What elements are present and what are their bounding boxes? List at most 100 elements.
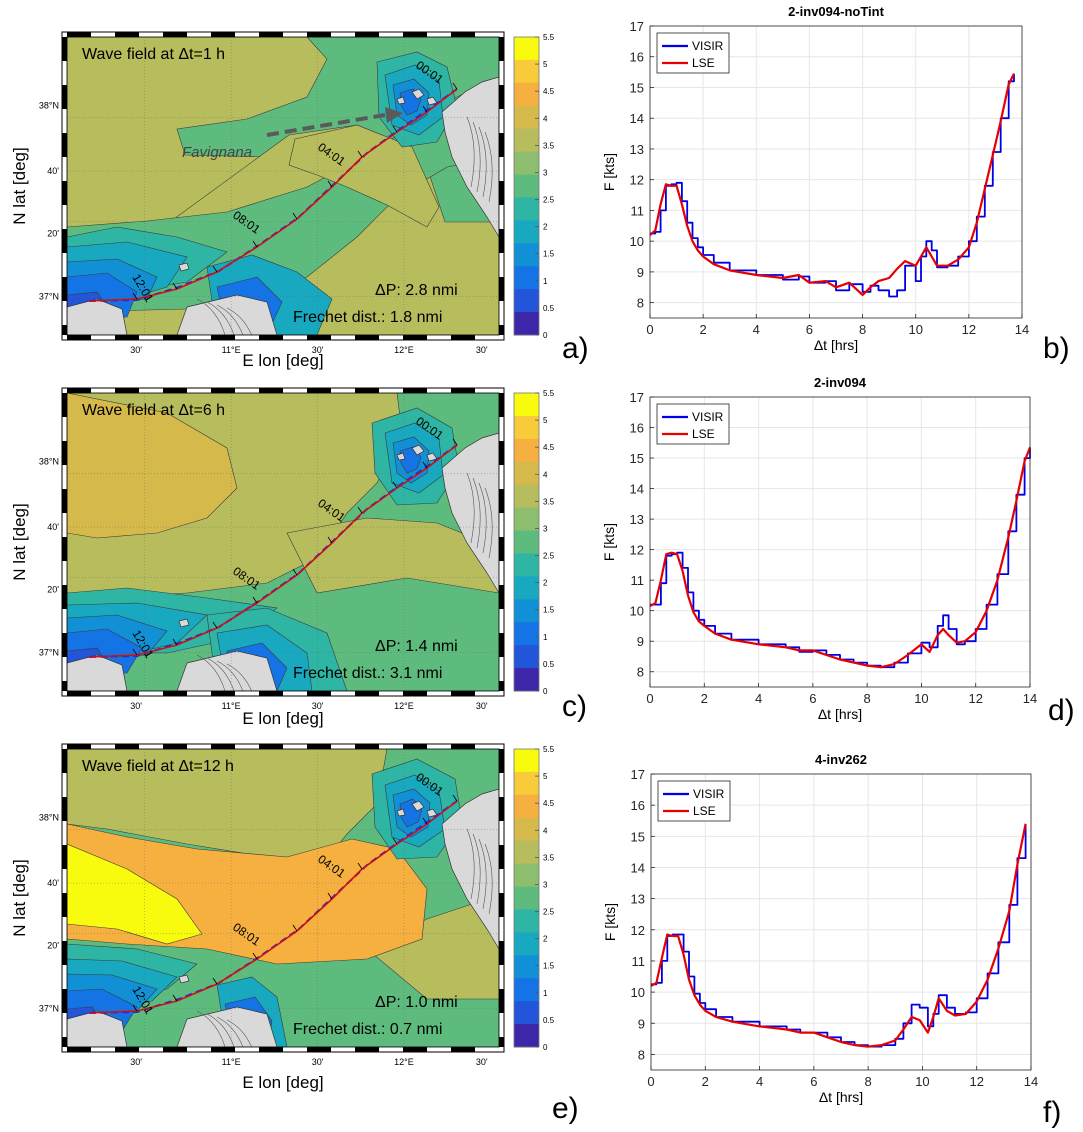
map-frame-segment <box>499 681 504 691</box>
map-frame-segment <box>499 277 504 301</box>
map-frame-segment <box>259 691 283 696</box>
map-xlabel: E lon [deg] <box>242 709 323 728</box>
legend: VISIR LSE <box>656 403 730 445</box>
map-frame-segment <box>307 744 331 749</box>
map-frame-segment <box>62 181 67 205</box>
x-tick-label: 12 <box>969 1074 983 1089</box>
map-frame-segment <box>115 32 139 37</box>
colorbar-swatch <box>514 37 539 61</box>
x-tick-label: 8 <box>865 1074 872 1089</box>
map-frame-segment <box>62 989 67 1013</box>
y-tick-label: 13 <box>631 892 645 907</box>
chart-title: 4-inv262 <box>815 752 867 767</box>
x-tick-label: 12 <box>962 322 976 337</box>
axes-frame <box>649 396 1031 688</box>
colorbar-swatch <box>514 128 539 153</box>
colorbar: 5.5 5 4.5 4 3.5 3 2.5 2 1.5 1 0.5 0 <box>513 745 555 1052</box>
land-relief-line <box>216 304 244 335</box>
x-tick-label: 10 <box>908 322 922 337</box>
map-frame-segment <box>67 32 91 37</box>
y-tick-label: 16 <box>631 798 645 813</box>
land-relief-line <box>216 1016 244 1047</box>
land-relief-line <box>196 298 226 335</box>
colorbar: 5.5 5 4.5 4 3.5 3 2.5 2 1.5 1 0.5 0 <box>513 389 555 696</box>
colorbar-tick-label: 0 <box>543 1043 548 1052</box>
map-ytick-label: 38°N <box>39 457 59 467</box>
map-xtick-label: 30' <box>476 1057 488 1067</box>
map-frame-segment <box>62 277 67 301</box>
map-frame-segment <box>67 744 91 749</box>
route-tick <box>422 461 428 469</box>
x-tick-label: 14 <box>1015 322 1029 337</box>
land-mass <box>411 88 425 100</box>
series-line-visir <box>650 73 1015 298</box>
panel-letter: d) <box>1048 694 1075 727</box>
series-line-lse <box>650 823 1027 1048</box>
map-frame-segment <box>259 32 283 37</box>
land-relief-line <box>478 838 487 910</box>
map-frame-segment <box>62 845 67 869</box>
map-frame-segment <box>499 941 504 965</box>
x-tick-label: 10 <box>914 691 928 706</box>
map-frame-segment <box>211 1047 235 1052</box>
y-tick-label: 11 <box>631 203 645 218</box>
colorbar-swatch <box>514 863 539 888</box>
map-xtick-label: 30' <box>312 701 324 711</box>
colorbar-swatch <box>514 622 539 646</box>
land-mass <box>396 96 406 105</box>
colorbar-tick-label: 4.5 <box>543 799 555 808</box>
y-tick-label: 10 <box>630 234 644 249</box>
axes-frame <box>650 773 1032 1071</box>
chart-title: 2-inv094-noTint <box>788 4 885 19</box>
colorbar-swatch <box>514 530 539 554</box>
map-frame-segment <box>355 744 379 749</box>
colorbar-tick-label: 4.5 <box>543 87 555 96</box>
frechet-label: Frechet dist.: 3.1 nmi <box>293 665 442 682</box>
map-frame-segment <box>115 388 139 393</box>
x-tick-label: 0 <box>646 691 653 706</box>
colorbar-swatch <box>514 59 539 84</box>
colorbar-tick-label: 5 <box>543 772 548 781</box>
land-mass <box>441 76 499 238</box>
colorbar-tick-label: 5 <box>543 60 548 69</box>
route-tick <box>357 150 363 158</box>
land-mass <box>396 452 406 461</box>
y-tick-label: 17 <box>630 390 644 405</box>
series-line-lse <box>649 73 1015 296</box>
map-frame-segment <box>259 744 283 749</box>
route-tick <box>212 265 218 273</box>
map-title: Wave field at Δt=12 h <box>82 758 234 775</box>
route-tick <box>392 125 398 133</box>
land-mass <box>411 800 425 812</box>
map-frame-segment <box>163 1047 187 1052</box>
route-tick <box>452 794 458 802</box>
map-frame-segment <box>403 388 427 393</box>
colorbar-tick-label: 2.5 <box>543 196 555 205</box>
colorbar-swatch <box>514 289 539 313</box>
colorbar-tick-label: 1 <box>543 633 548 642</box>
route-tick <box>212 977 218 985</box>
chart-title: 2-inv094 <box>814 375 867 390</box>
colorbar-swatch <box>514 174 539 198</box>
colorbar-tick-label: 0 <box>543 331 548 340</box>
map-frame-segment <box>62 133 67 157</box>
x-tick-label: 6 <box>810 1074 817 1089</box>
colorbar-tick-label: 5.5 <box>543 33 555 42</box>
colorbar-tick-label: 5.5 <box>543 745 555 754</box>
route-tick <box>292 568 298 576</box>
colorbar-swatch <box>514 266 539 290</box>
colorbar-tick-label: 2.5 <box>543 552 555 561</box>
map-frame-segment <box>62 585 67 609</box>
land-mass <box>441 432 499 594</box>
land-relief-line <box>196 654 226 691</box>
land-mass <box>176 650 278 691</box>
colorbar-tick-label: 0 <box>543 687 548 696</box>
land-relief-line <box>484 487 493 559</box>
map-frame-segment <box>355 335 379 340</box>
route-tick <box>422 105 428 113</box>
map-frame-segment <box>62 1037 67 1047</box>
map-frame-segment <box>307 388 331 393</box>
y-tick-label: 8 <box>638 1047 645 1062</box>
route-tick <box>252 952 258 960</box>
y-tick-label: 15 <box>630 80 644 95</box>
